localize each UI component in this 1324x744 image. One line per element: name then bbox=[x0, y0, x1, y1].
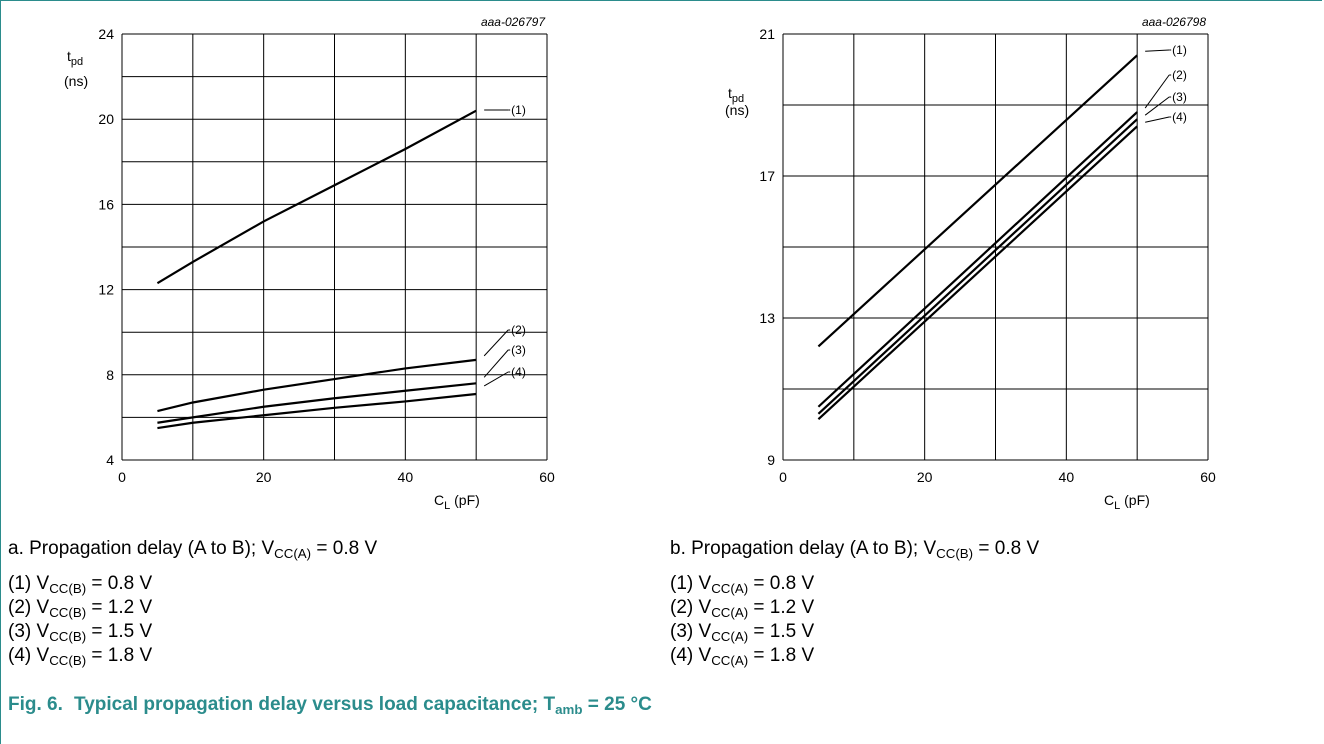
annotation-leader bbox=[483, 349, 509, 378]
series-line-3 bbox=[157, 382, 477, 424]
series-line-4 bbox=[817, 125, 1138, 420]
legend-b: (1) VCC(A) = 0.8 V (2) VCC(A) = 1.2 V (3… bbox=[670, 572, 814, 668]
annotation-leader bbox=[1144, 74, 1170, 109]
series-line-1 bbox=[156, 109, 477, 285]
series-label: (3) bbox=[1172, 90, 1187, 104]
legend-b-item: (4) VCC(A) = 1.8 V bbox=[670, 645, 815, 668]
x-tick-label: 20 bbox=[917, 469, 933, 485]
series-label: (1) bbox=[1172, 43, 1187, 57]
legend-b-item: (1) VCC(A) = 0.8 V bbox=[670, 573, 815, 596]
x-tick-label: 20 bbox=[256, 469, 272, 485]
y-tick-label: 24 bbox=[98, 26, 114, 42]
annotation-leader bbox=[1144, 96, 1170, 116]
series-label: (4) bbox=[1172, 110, 1187, 124]
y-tick-label: 9 bbox=[767, 452, 775, 468]
y-tick-label: 21 bbox=[759, 26, 775, 42]
annotation-leader bbox=[1145, 116, 1170, 123]
annotation-leader bbox=[483, 329, 509, 357]
y-axis-label: tpd bbox=[67, 48, 83, 68]
legend-b-item: (2) VCC(A) = 1.2 V bbox=[670, 597, 815, 620]
legend-b-item: (3) VCC(A) = 1.5 V bbox=[670, 621, 815, 644]
figure-title: Fig. 6. Typical propagation delay versus … bbox=[8, 694, 652, 717]
y-tick-label: 20 bbox=[98, 111, 114, 127]
legend-a-item: (2) VCC(B) = 1.2 V bbox=[8, 597, 153, 620]
series-line-2 bbox=[157, 358, 477, 413]
chart-a: 4 8 12 16 20 24 0 20 40 60 aaa-026797 tpd (ns) CL (pF… bbox=[64, 15, 555, 512]
annotation-leader bbox=[1145, 49, 1170, 52]
series-label: (1) bbox=[511, 103, 526, 117]
chart-id: aaa-026798 bbox=[1142, 15, 1206, 29]
legend-a-item: (1) VCC(B) = 0.8 V bbox=[8, 573, 153, 596]
x-tick-label: 0 bbox=[779, 469, 787, 485]
y-tick-label: 12 bbox=[98, 282, 114, 298]
series-line-2 bbox=[817, 111, 1138, 408]
y-tick-label: 16 bbox=[98, 196, 114, 212]
y-tick-label: 17 bbox=[759, 168, 775, 184]
y-tick-label: 4 bbox=[106, 452, 114, 468]
series-label: (3) bbox=[511, 343, 526, 357]
x-tick-label: 60 bbox=[539, 469, 555, 485]
x-tick-label: 0 bbox=[118, 469, 126, 485]
y-tick-label: 13 bbox=[759, 310, 775, 326]
series-line-3 bbox=[817, 118, 1138, 415]
x-tick-label: 40 bbox=[398, 469, 414, 485]
y-axis-unit: (ns) bbox=[725, 102, 749, 118]
series-label: (4) bbox=[511, 365, 526, 379]
caption-a: a. Propagation delay (A to B); VCC(A) = … bbox=[8, 538, 378, 561]
x-tick-label: 40 bbox=[1059, 469, 1075, 485]
series-label: (2) bbox=[511, 323, 526, 337]
series-label: (2) bbox=[1172, 68, 1187, 82]
legend-a: (1) VCC(B) = 0.8 V (2) VCC(B) = 1.2 V (3… bbox=[8, 572, 152, 668]
caption-b: b. Propagation delay (A to B); VCC(B) = … bbox=[670, 538, 1040, 561]
y-axis-unit: (ns) bbox=[64, 73, 88, 89]
legend-a-item: (4) VCC(B) = 1.8 V bbox=[8, 645, 153, 668]
legend-a-item: (3) VCC(B) = 1.5 V bbox=[8, 621, 153, 644]
x-axis-label: CL (pF) bbox=[1104, 492, 1150, 512]
x-tick-label: 60 bbox=[1200, 469, 1216, 485]
series-line-1 bbox=[817, 54, 1138, 348]
chart-id: aaa-026797 bbox=[481, 15, 546, 29]
x-axis-label: CL (pF) bbox=[434, 492, 480, 512]
y-tick-label: 8 bbox=[106, 367, 114, 383]
series-line-4 bbox=[157, 392, 477, 430]
annotation-leader bbox=[483, 371, 509, 387]
